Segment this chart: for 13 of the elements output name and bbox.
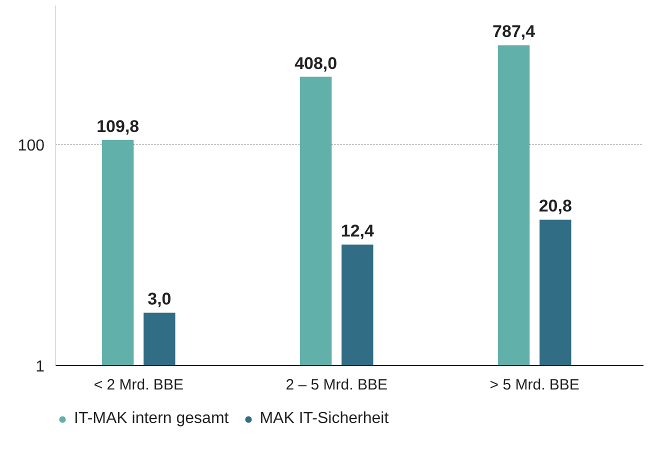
y-tick-label: 100 <box>18 137 45 154</box>
data-label: 109,8 <box>96 116 140 136</box>
y-tick-label: 1 <box>36 358 45 376</box>
data-label: 20,8 <box>538 196 572 216</box>
data-label: 12,4 <box>340 222 375 241</box>
x-tick-label: 2 – 5 Mrd. BBE <box>286 376 388 394</box>
data-label: 787,4 <box>492 22 536 42</box>
legend-label: IT-MAK intern gesamt <box>74 410 229 428</box>
x-tick-label: > 5 Mrd. BBE <box>490 376 580 394</box>
legend-label: MAK IT-Sicherheit <box>260 410 389 428</box>
data-label: 3,0 <box>148 290 172 309</box>
data-label: 408,0 <box>294 54 338 73</box>
x-tick-label: < 2 Mrd. BBE <box>94 376 184 394</box>
